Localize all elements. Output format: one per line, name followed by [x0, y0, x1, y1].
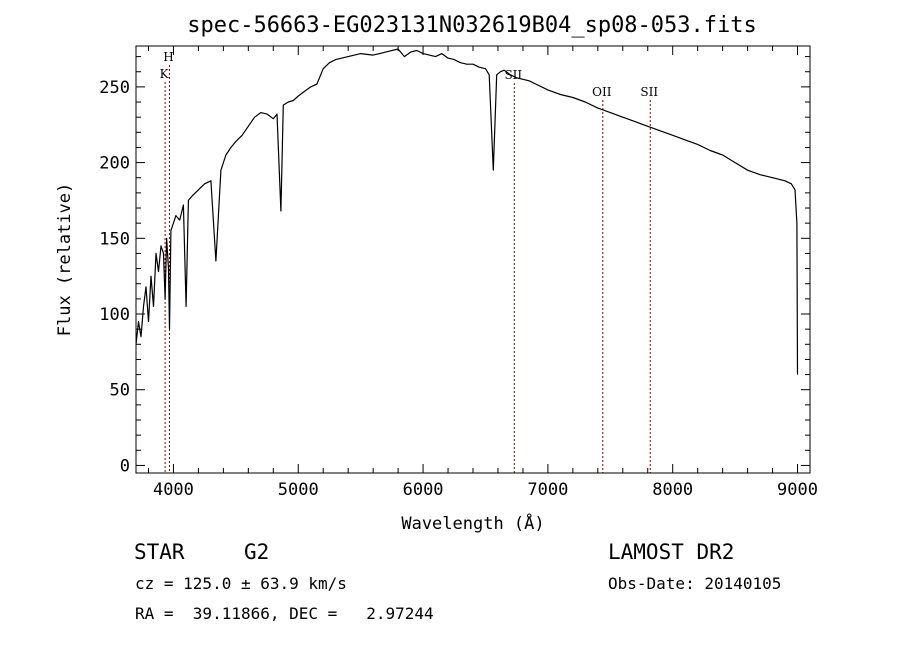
y-tick-label: 200 [99, 154, 130, 174]
spectral-line-label: OII [592, 85, 612, 99]
x-axis-label: Wavelength (Å) [401, 512, 544, 534]
chart-title: spec-56663-EG023131N032619B04_sp08-053.f… [187, 13, 757, 38]
y-axis-ticks: 0 50 100 150 200 250 [99, 56, 810, 476]
spectrum-line [135, 48, 799, 375]
y-tick-label: 250 [99, 78, 130, 98]
object-class: STAR [134, 540, 185, 564]
spectral-line-label: H [163, 50, 173, 64]
x-tick-label: 5000 [278, 480, 319, 500]
observation-date: Obs-Date: 20140105 [608, 574, 782, 593]
spectral-line-label: SII [640, 85, 658, 99]
x-tick-label: 9000 [777, 480, 818, 500]
redshift-cz: cz = 125.0 ± 63.9 km/s [135, 574, 347, 593]
x-tick-label: 8000 [652, 480, 693, 500]
plot-frame [135, 45, 811, 474]
spectral-line-markers: HK SII OII SII [160, 50, 658, 473]
survey-name: LAMOST DR2 [608, 540, 735, 564]
y-tick-label: 0 [120, 456, 130, 476]
spectral-line-label: SII [504, 68, 522, 82]
y-tick-label: 150 [99, 229, 130, 249]
spectral-line-label: K [160, 67, 170, 81]
x-axis-ticks: 4000 5000 6000 7000 8000 9000 [147, 46, 818, 500]
y-axis-label: Flux (relative) [55, 183, 75, 337]
y-tick-label: 50 [110, 381, 130, 401]
x-tick-label: 7000 [527, 480, 568, 500]
x-tick-label: 6000 [403, 480, 444, 500]
y-tick-label: 100 [99, 305, 130, 325]
ra-dec-coordinates: RA = 39.11866, DEC = 2.97244 [135, 604, 434, 623]
x-tick-label: 4000 [153, 480, 194, 500]
object-subclass: G2 [244, 540, 270, 564]
